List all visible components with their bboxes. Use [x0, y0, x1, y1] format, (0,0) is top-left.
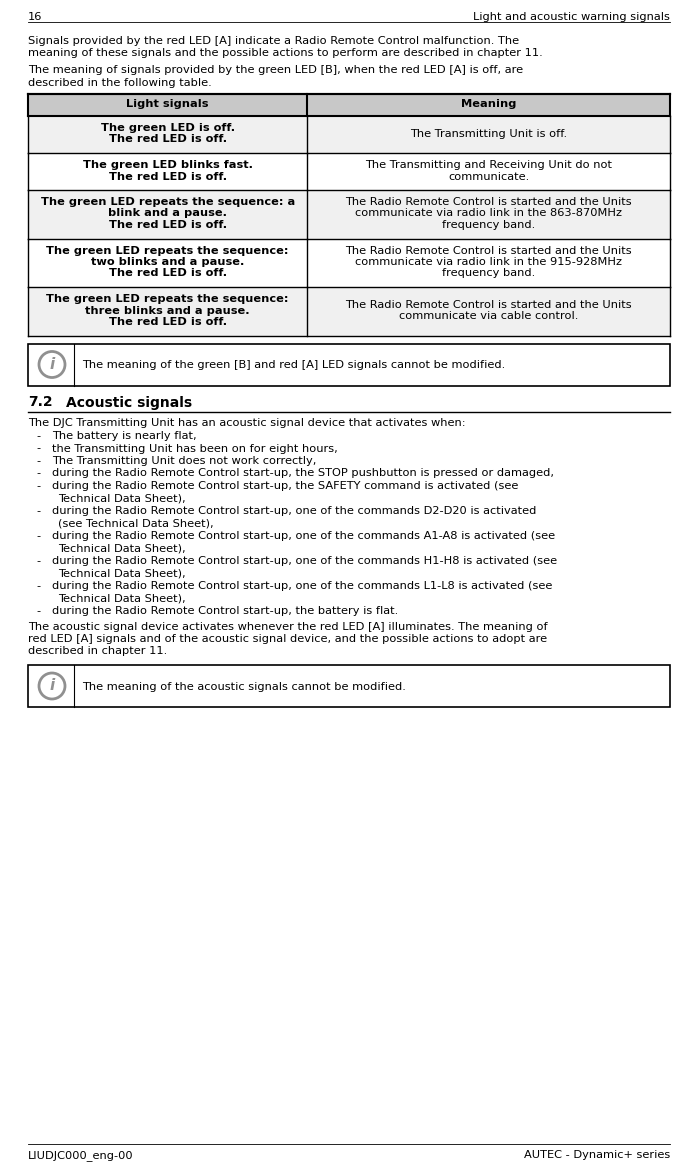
Text: The red LED is off.: The red LED is off.	[109, 221, 227, 230]
Text: -: -	[36, 606, 40, 616]
Text: three blinks and a pause.: three blinks and a pause.	[85, 306, 250, 315]
Bar	[28, 287, 670, 335]
Text: The Radio Remote Control is started and the Units: The Radio Remote Control is started and …	[346, 197, 632, 207]
Text: The meaning of signals provided by the green LED [B], when the red LED [A] is of: The meaning of signals provided by the g…	[28, 65, 523, 75]
Text: -: -	[36, 481, 40, 491]
Text: Signals provided by the red LED [A] indicate a Radio Remote Control malfunction.: Signals provided by the red LED [A] indi…	[28, 36, 519, 46]
Text: communicate via radio link in the 915-928MHz: communicate via radio link in the 915-92…	[355, 257, 622, 267]
Text: Technical Data Sheet),: Technical Data Sheet),	[58, 594, 186, 603]
Text: frequency band.: frequency band.	[442, 221, 535, 230]
Text: meaning of these signals and the possible actions to perform are described in ch: meaning of these signals and the possibl…	[28, 49, 543, 58]
Text: during the Radio Remote Control start-up, the STOP pushbutton is pressed or dama: during the Radio Remote Control start-up…	[52, 468, 554, 478]
Text: communicate.: communicate.	[448, 172, 529, 182]
Text: The battery is nearly flat,: The battery is nearly flat,	[52, 431, 197, 441]
Text: The red LED is off.: The red LED is off.	[109, 172, 227, 182]
Text: The Radio Remote Control is started and the Units: The Radio Remote Control is started and …	[346, 300, 632, 309]
Text: during the Radio Remote Control start-up, one of the commands L1-L8 is activated: during the Radio Remote Control start-up…	[52, 581, 552, 591]
Bar	[28, 665, 670, 707]
Text: Light signals: Light signals	[126, 99, 209, 109]
Bar	[28, 238, 670, 287]
Text: described in chapter 11.: described in chapter 11.	[28, 647, 168, 657]
Text: The Transmitting Unit does not work correctly,: The Transmitting Unit does not work corr…	[52, 456, 316, 466]
Bar	[28, 190, 670, 238]
Text: The red LED is off.: The red LED is off.	[109, 317, 227, 327]
Text: The DJC Transmitting Unit has an acoustic signal device that activates when:: The DJC Transmitting Unit has an acousti…	[28, 419, 466, 428]
Text: The green LED repeats the sequence: a: The green LED repeats the sequence: a	[40, 197, 295, 207]
Text: described in the following table.: described in the following table.	[28, 77, 211, 88]
Text: -: -	[36, 506, 40, 516]
Text: Light and acoustic warning signals: Light and acoustic warning signals	[473, 12, 670, 22]
Text: -: -	[36, 531, 40, 541]
Text: Technical Data Sheet),: Technical Data Sheet),	[58, 544, 186, 553]
Text: (see Technical Data Sheet),: (see Technical Data Sheet),	[58, 518, 214, 529]
Text: Meaning: Meaning	[461, 99, 517, 109]
Text: The Transmitting Unit is off.: The Transmitting Unit is off.	[410, 128, 567, 139]
Text: Technical Data Sheet),: Technical Data Sheet),	[58, 494, 186, 503]
Text: i: i	[50, 678, 54, 693]
Text: The red LED is off.: The red LED is off.	[109, 134, 227, 145]
Text: -: -	[36, 468, 40, 478]
Bar	[28, 116, 670, 153]
Bar	[28, 95, 670, 116]
Text: during the Radio Remote Control start-up, the SAFETY command is activated (see: during the Radio Remote Control start-up…	[52, 481, 519, 491]
Text: frequency band.: frequency band.	[442, 268, 535, 279]
Text: The Transmitting and Receiving Unit do not: The Transmitting and Receiving Unit do n…	[365, 160, 612, 170]
Text: The Radio Remote Control is started and the Units: The Radio Remote Control is started and …	[346, 245, 632, 256]
Text: The green LED blinks fast.: The green LED blinks fast.	[82, 160, 253, 170]
Text: i: i	[50, 357, 54, 372]
Text: Technical Data Sheet),: Technical Data Sheet),	[58, 568, 186, 579]
Text: during the Radio Remote Control start-up, one of the commands D2-D20 is activate: during the Radio Remote Control start-up…	[52, 506, 536, 516]
Text: AUTEC - Dynamic+ series: AUTEC - Dynamic+ series	[524, 1149, 670, 1160]
Text: -: -	[36, 443, 40, 454]
Bar	[28, 343, 670, 385]
Text: Acoustic signals: Acoustic signals	[66, 396, 192, 410]
Text: 16: 16	[28, 12, 43, 22]
Text: -: -	[36, 581, 40, 591]
Text: LIUDJC000_eng-00: LIUDJC000_eng-00	[28, 1149, 133, 1161]
Text: -: -	[36, 456, 40, 466]
Text: communicate via cable control.: communicate via cable control.	[399, 312, 579, 321]
Text: The meaning of the acoustic signals cannot be modified.: The meaning of the acoustic signals cann…	[82, 682, 406, 692]
Text: The green LED is off.: The green LED is off.	[101, 123, 235, 133]
Text: the Transmitting Unit has been on for eight hours,: the Transmitting Unit has been on for ei…	[52, 443, 338, 454]
Text: The red LED is off.: The red LED is off.	[109, 268, 227, 279]
Text: during the Radio Remote Control start-up, one of the commands A1-A8 is activated: during the Radio Remote Control start-up…	[52, 531, 555, 541]
Text: -: -	[36, 431, 40, 441]
Text: red LED [A] signals and of the acoustic signal device, and the possible actions : red LED [A] signals and of the acoustic …	[28, 634, 547, 644]
Text: -: -	[36, 555, 40, 566]
Text: during the Radio Remote Control start-up, one of the commands H1-H8 is activated: during the Radio Remote Control start-up…	[52, 555, 557, 566]
Text: communicate via radio link in the 863-870MHz: communicate via radio link in the 863-87…	[355, 209, 622, 218]
Text: two blinks and a pause.: two blinks and a pause.	[91, 257, 244, 267]
Text: The meaning of the green [B] and red [A] LED signals cannot be modified.: The meaning of the green [B] and red [A]…	[82, 361, 505, 370]
Bar	[28, 153, 670, 190]
Text: The green LED repeats the sequence:: The green LED repeats the sequence:	[46, 245, 289, 256]
Text: blink and a pause.: blink and a pause.	[108, 209, 227, 218]
Text: The green LED repeats the sequence:: The green LED repeats the sequence:	[46, 294, 289, 303]
Text: The acoustic signal device activates whenever the red LED [A] illuminates. The m: The acoustic signal device activates whe…	[28, 622, 548, 631]
Text: during the Radio Remote Control start-up, the battery is flat.: during the Radio Remote Control start-up…	[52, 606, 399, 616]
Text: 7.2: 7.2	[28, 396, 52, 410]
